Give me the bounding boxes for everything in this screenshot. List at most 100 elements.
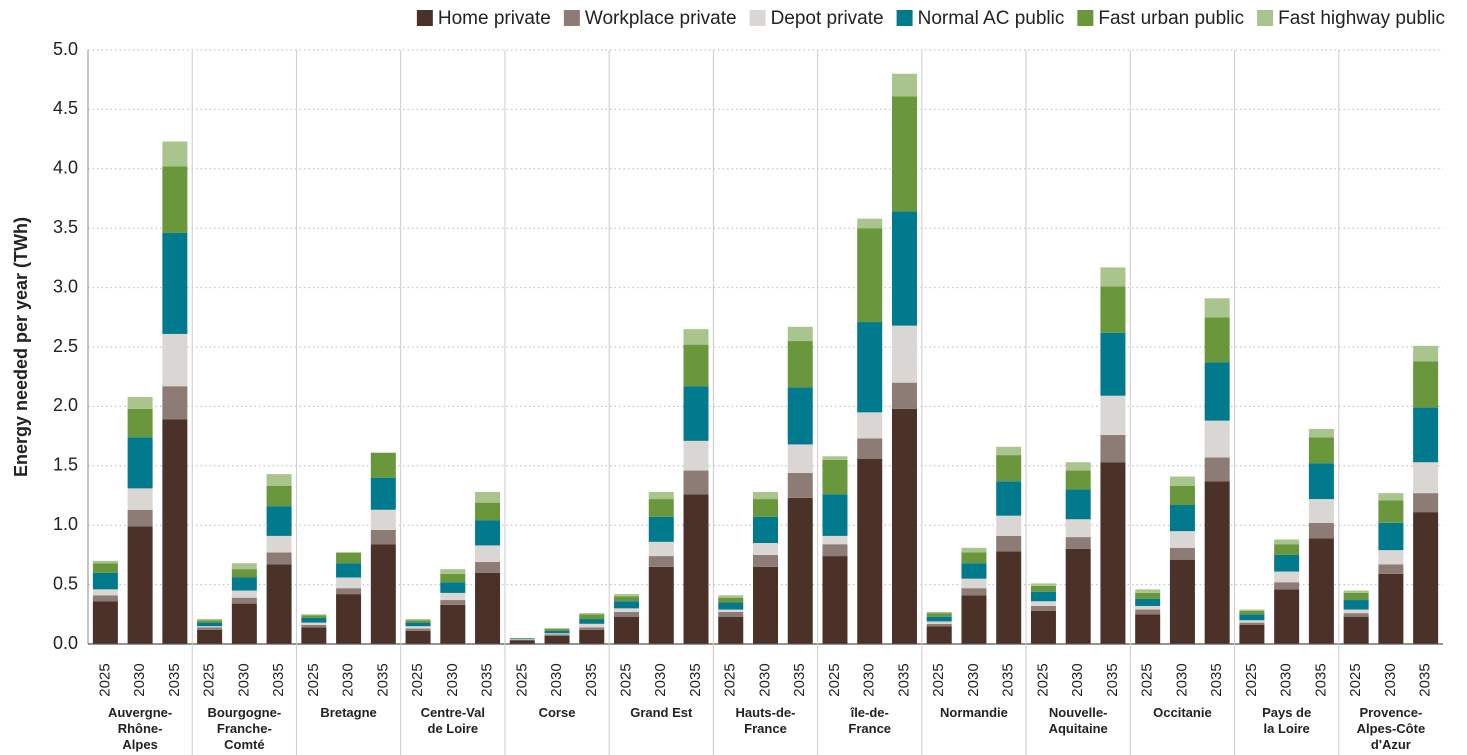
bar-segment xyxy=(1065,519,1091,538)
bar-segment xyxy=(301,617,327,623)
bar-segment xyxy=(1274,539,1300,545)
group-label: la Loire xyxy=(1264,721,1310,736)
group-label: Comté xyxy=(224,737,264,752)
legend-label: Home private xyxy=(438,8,551,29)
bar-segment xyxy=(1239,620,1265,623)
y-tick-label: 4.5 xyxy=(53,98,78,118)
bar-segment xyxy=(891,73,917,97)
bar-segment xyxy=(1239,622,1265,625)
bar-segment xyxy=(336,594,362,644)
x-tick-label: 2025 xyxy=(96,663,113,696)
group-label: Alpes xyxy=(122,737,157,752)
bar-segment xyxy=(440,582,466,593)
bar-segment xyxy=(544,634,570,636)
bar-segment xyxy=(579,627,605,630)
bar-segment xyxy=(1100,332,1126,396)
bar-segment xyxy=(683,494,709,644)
bar-segment xyxy=(1100,286,1126,333)
bar-segment xyxy=(1030,585,1056,592)
x-tick-label: 2025 xyxy=(513,663,530,696)
legend-label: Depot private xyxy=(771,8,884,29)
group-label: Grand Est xyxy=(630,705,693,720)
bar-segment xyxy=(544,630,570,634)
group-label: île-de- xyxy=(850,705,889,720)
bar-segment xyxy=(891,96,917,212)
bar-segment xyxy=(718,595,744,598)
bar-segment xyxy=(926,616,952,622)
legend-label: Fast urban public xyxy=(1098,8,1244,29)
bar-segment xyxy=(127,396,153,409)
group-label: Corse xyxy=(539,705,576,720)
bar-segment xyxy=(614,616,640,644)
bar-segment xyxy=(475,545,501,563)
y-tick-label: 5.0 xyxy=(53,39,78,59)
bar-segment xyxy=(1343,609,1369,614)
x-tick-label: 2025 xyxy=(1034,663,1051,696)
x-tick-label: 2025 xyxy=(1347,663,1364,696)
bar-segment xyxy=(1274,544,1300,555)
bar-segment xyxy=(1204,317,1230,363)
bar-segment xyxy=(405,628,431,631)
bar-segment xyxy=(266,474,292,486)
bar-segment xyxy=(1343,600,1369,610)
group-label: Pays de xyxy=(1262,705,1311,720)
legend-swatch xyxy=(749,10,766,26)
group-label: Bretagne xyxy=(320,705,376,720)
bar-segment xyxy=(926,623,952,627)
bar-segment xyxy=(127,408,153,438)
bar-segment xyxy=(405,622,431,627)
bar-segment xyxy=(718,602,744,610)
bar-segment xyxy=(231,597,257,604)
group-label: Provence- xyxy=(1359,705,1422,720)
bar-segment xyxy=(614,596,640,602)
x-tick-label: 2035 xyxy=(895,663,912,696)
bar-segment xyxy=(926,621,952,624)
bar-segment xyxy=(336,552,362,564)
bar-segment xyxy=(1378,573,1404,644)
bar-segment xyxy=(370,452,396,478)
x-tick-label: 2035 xyxy=(687,663,704,696)
bar-segment xyxy=(231,563,257,570)
bar-segment xyxy=(509,639,535,640)
bar-segment xyxy=(544,635,570,644)
bar-segment xyxy=(197,619,223,621)
group-label: Occitanie xyxy=(1153,705,1212,720)
bar-segment xyxy=(1378,493,1404,501)
x-tick-label: 2030 xyxy=(548,663,565,696)
group-label: Franche- xyxy=(217,721,272,736)
legend-swatch xyxy=(896,10,913,26)
bar-segment xyxy=(1413,345,1439,362)
x-tick-label: 2035 xyxy=(1208,663,1225,696)
bar-segment xyxy=(162,419,188,644)
bar-segment xyxy=(1169,559,1195,644)
group-label: de Loire xyxy=(428,721,479,736)
group-label: Nouvelle- xyxy=(1049,705,1108,720)
x-tick-label: 2035 xyxy=(479,663,496,696)
bar-segment xyxy=(926,613,952,617)
bar-segment xyxy=(787,326,813,342)
legend-swatch xyxy=(1257,10,1274,26)
bar-segment xyxy=(475,502,501,521)
bar-segment xyxy=(822,544,848,557)
bar-segment xyxy=(857,438,883,459)
bar-segment xyxy=(266,535,292,553)
bar-segment xyxy=(718,609,744,612)
x-tick-label: 2030 xyxy=(861,663,878,696)
bar-segment xyxy=(753,566,778,644)
bar-segment xyxy=(544,628,570,631)
bar-segment xyxy=(92,560,118,564)
bar-segment xyxy=(405,620,431,623)
bar-segment xyxy=(1239,624,1265,644)
bar-segment xyxy=(683,386,709,441)
bar-segment xyxy=(1204,298,1230,318)
bar-segment xyxy=(1378,564,1404,574)
bar-segment xyxy=(1169,531,1195,548)
bar-segment xyxy=(961,578,987,589)
bar-segment xyxy=(92,589,118,596)
bar-segment xyxy=(405,619,431,621)
bar-segment xyxy=(753,491,778,500)
bar-segment xyxy=(509,639,535,641)
y-tick-label: 0.5 xyxy=(53,573,78,593)
x-tick-label: 2035 xyxy=(374,663,391,696)
